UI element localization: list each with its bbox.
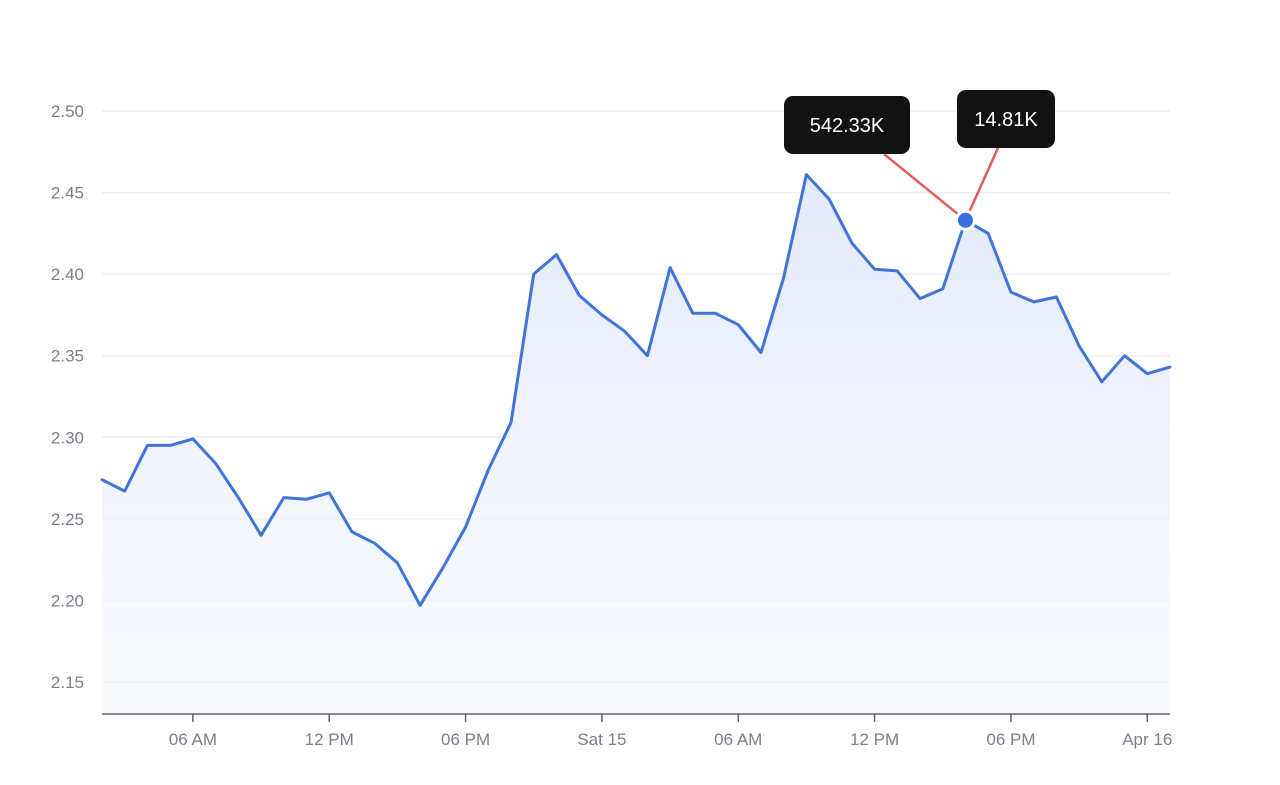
x-tick-label: 06 PM xyxy=(986,730,1035,749)
y-axis-ticks: 2.15 2.20 2.25 2.30 2.35 2.40 2.45 2.50 xyxy=(51,102,84,692)
callout-connector xyxy=(883,153,967,222)
y-tick-label: 2.25 xyxy=(51,510,84,529)
x-tick-label: 12 PM xyxy=(305,730,354,749)
series-line xyxy=(100,173,1172,607)
y-tick-label: 2.45 xyxy=(51,184,84,203)
callout-box xyxy=(957,90,1055,148)
x-tick-label: 12 PM xyxy=(850,730,899,749)
y-tick-label: 2.35 xyxy=(51,347,84,366)
callout-label: 542.33K xyxy=(810,115,885,137)
callouts: 542.33K 14.81K xyxy=(784,90,1055,231)
callout-box xyxy=(784,96,910,154)
series-area-fill xyxy=(102,174,1170,715)
x-tick-label: 06 AM xyxy=(714,730,762,749)
x-tick-label: 06 PM xyxy=(441,730,490,749)
y-tick-label: 2.15 xyxy=(51,673,84,692)
x-tick-label: 06 AM xyxy=(169,730,217,749)
y-tick-label: 2.50 xyxy=(51,102,84,121)
callout-label: 14.81K xyxy=(974,109,1038,131)
y-tick-label: 2.40 xyxy=(51,265,84,284)
y-tick-label: 2.20 xyxy=(51,591,84,610)
callout-connector xyxy=(964,147,1000,221)
highlight-point-marker xyxy=(954,209,976,231)
x-axis-ticks: 06 AM 12 PM 06 PM Sat 15 06 AM 12 PM 06 PM Apr … xyxy=(169,714,1172,749)
x-tick-label: Sat 15 xyxy=(577,730,626,749)
x-tick-label: Apr 16 xyxy=(1122,730,1172,749)
y-tick-label: 2.30 xyxy=(51,428,84,447)
